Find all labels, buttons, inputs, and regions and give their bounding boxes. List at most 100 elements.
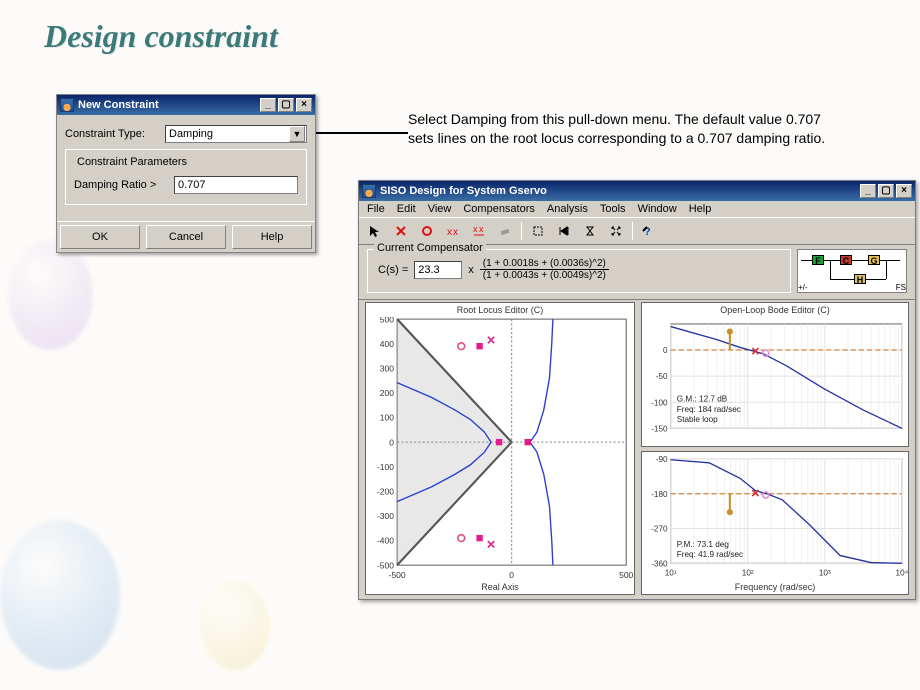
gain-input[interactable]: 23.3 xyxy=(414,261,462,279)
svg-text:10⁴: 10⁴ xyxy=(896,568,908,577)
maximize-button[interactable]: ▢ xyxy=(278,98,294,112)
svg-text:500: 500 xyxy=(380,317,394,324)
bode-mag-panel[interactable]: Open-Loop Bode Editor (C) -150 -100 -50 0 G.… xyxy=(641,302,909,447)
svg-text:x: x xyxy=(473,224,478,234)
block-f: F xyxy=(812,255,824,265)
bode-phase-plot[interactable]: 10¹10²10³10⁴-360-270-180-90P.M.: 73.1 de… xyxy=(642,452,908,581)
skip-icon[interactable] xyxy=(554,221,574,241)
constraint-type-value: Damping xyxy=(169,128,213,140)
svg-text:-180: -180 xyxy=(651,489,668,498)
help-icon[interactable]: ? xyxy=(639,221,659,241)
svg-text:-50: -50 xyxy=(656,372,668,381)
block-c: C xyxy=(840,255,852,265)
ok-button[interactable]: OK xyxy=(60,225,140,249)
crop-icon[interactable] xyxy=(528,221,548,241)
menu-tools[interactable]: Tools xyxy=(600,203,626,215)
svg-text:G.M.: 12.7 dB: G.M.: 12.7 dB xyxy=(677,395,728,404)
block-h: H xyxy=(854,274,866,284)
xx-bar-icon[interactable]: xx xyxy=(469,221,489,241)
expand-icon[interactable] xyxy=(606,221,626,241)
tf-numerator: (1 + 0.0018s + (0.0036s)^2) xyxy=(480,258,609,270)
damping-ratio-value: 0.707 xyxy=(178,179,206,191)
compensator-group-label: Current Compensator xyxy=(374,242,486,254)
gain-value: 23.3 xyxy=(418,264,439,276)
add-circle-icon[interactable] xyxy=(417,221,437,241)
svg-text:-360: -360 xyxy=(651,559,668,568)
close-button[interactable]: × xyxy=(296,98,312,112)
block-pm: +/- xyxy=(798,283,808,292)
help-button[interactable]: Help xyxy=(232,225,312,249)
svg-text:-300: -300 xyxy=(377,511,394,521)
block-fs: FS xyxy=(896,283,906,292)
matlab-icon xyxy=(362,184,376,198)
close-button[interactable]: × xyxy=(896,184,912,198)
tf-denominator: (1 + 0.0043s + (0.0049s)^2) xyxy=(480,270,609,281)
block-diagram[interactable]: F C GH +/- FS xyxy=(797,249,907,293)
svg-text:Freq: 184 rad/sec: Freq: 184 rad/sec xyxy=(677,405,741,414)
compensator-group: Current Compensator C(s) = 23.3 x (1 + 0… xyxy=(367,249,791,293)
xx-icon[interactable]: xx xyxy=(443,221,463,241)
bode-xlabel: Frequency (rad/sec) xyxy=(642,582,908,592)
svg-text:x: x xyxy=(453,227,458,238)
menu-analysis[interactable]: Analysis xyxy=(547,203,588,215)
svg-text:200: 200 xyxy=(380,388,394,398)
block-g: G xyxy=(868,255,880,265)
pointer-icon[interactable] xyxy=(365,221,385,241)
siso-design-window: SISO Design for System Gservo _ ▢ × File… xyxy=(358,180,916,600)
damping-ratio-input[interactable]: 0.707 xyxy=(174,176,298,194)
bode-phase-panel[interactable]: 10¹10²10³10⁴-360-270-180-90P.M.: 73.1 de… xyxy=(641,451,909,596)
times-label: x xyxy=(468,264,474,276)
svg-text:x: x xyxy=(479,224,484,234)
svg-text:-200: -200 xyxy=(377,487,394,497)
delete-x-icon[interactable] xyxy=(391,221,411,241)
svg-text:-500: -500 xyxy=(377,560,394,570)
siso-title: SISO Design for System Gservo xyxy=(380,185,547,197)
menu-edit[interactable]: Edit xyxy=(397,203,416,215)
damping-ratio-label: Damping Ratio > xyxy=(74,179,174,191)
svg-text:Stable loop: Stable loop xyxy=(677,415,718,424)
toolbar: xxxx? xyxy=(359,217,915,245)
annotation-text: Select Damping from this pull-down menu.… xyxy=(408,110,838,148)
eraser-icon[interactable] xyxy=(495,221,515,241)
menu-compensators[interactable]: Compensators xyxy=(463,203,535,215)
svg-text:0: 0 xyxy=(389,437,394,447)
constraint-type-combo[interactable]: Damping ▼ xyxy=(165,125,307,143)
svg-text:-150: -150 xyxy=(651,424,668,433)
hourglass-icon[interactable] xyxy=(580,221,600,241)
root-locus-title: Root Locus Editor (C) xyxy=(366,303,634,317)
siso-titlebar[interactable]: SISO Design for System Gservo _ ▢ × xyxy=(359,181,915,201)
root-locus-plot[interactable]: -500-400-300-200-1000100200300400500-500… xyxy=(366,317,634,580)
svg-text:10¹: 10¹ xyxy=(665,568,677,577)
svg-text:-90: -90 xyxy=(656,455,668,464)
combo-chevron-icon[interactable]: ▼ xyxy=(289,126,305,142)
menubar: File Edit View Compensators Analysis Tools Win… xyxy=(359,201,915,217)
svg-text:-100: -100 xyxy=(651,398,668,407)
dialog-titlebar[interactable]: New Constraint _ ▢ × xyxy=(57,95,315,115)
menu-file[interactable]: File xyxy=(367,203,385,215)
bode-title: Open-Loop Bode Editor (C) xyxy=(642,303,908,317)
svg-text:-100: -100 xyxy=(377,462,394,472)
annotation-pointer xyxy=(300,132,408,134)
svg-text:0: 0 xyxy=(509,570,514,580)
svg-text:-500: -500 xyxy=(389,570,406,580)
svg-text:0: 0 xyxy=(663,346,668,355)
cancel-button[interactable]: Cancel xyxy=(146,225,226,249)
svg-text:10³: 10³ xyxy=(819,568,831,577)
menu-view[interactable]: View xyxy=(428,203,452,215)
svg-text:100: 100 xyxy=(380,413,394,423)
constraint-type-label: Constraint Type: xyxy=(65,128,165,140)
menu-help[interactable]: Help xyxy=(689,203,712,215)
svg-text:-270: -270 xyxy=(651,524,668,533)
svg-text:P.M.: 73.1 deg: P.M.: 73.1 deg xyxy=(677,539,730,548)
root-locus-panel[interactable]: Root Locus Editor (C) -500 -400 -300 -200 -1… xyxy=(365,302,635,595)
svg-text:-400: -400 xyxy=(377,536,394,546)
slide-title: Design constraint xyxy=(44,18,278,55)
minimize-button[interactable]: _ xyxy=(860,184,876,198)
svg-text:500: 500 xyxy=(619,570,633,580)
matlab-icon xyxy=(60,98,74,112)
menu-window[interactable]: Window xyxy=(638,203,677,215)
minimize-button[interactable]: _ xyxy=(260,98,276,112)
bode-mag-plot[interactable]: -150 -100 -50 0 G.M.: 12.7 dBFreq: 184 rad/s… xyxy=(642,317,908,446)
cs-label: C(s) = xyxy=(378,264,408,276)
maximize-button[interactable]: ▢ xyxy=(878,184,894,198)
